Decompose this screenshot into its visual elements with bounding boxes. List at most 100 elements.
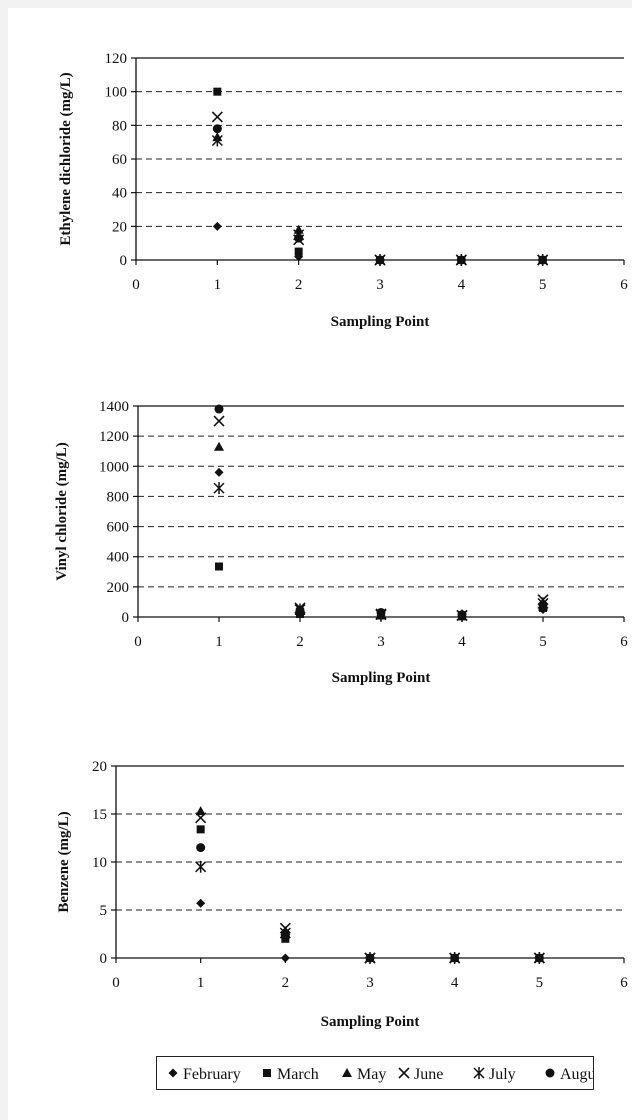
series-july <box>195 860 545 964</box>
data-point <box>215 562 223 571</box>
x-tick-label: 0 <box>132 277 140 293</box>
data-point <box>196 898 206 908</box>
x-tick-label: 4 <box>458 634 466 650</box>
x-tick-label: 3 <box>366 975 374 991</box>
data-point <box>294 247 303 256</box>
data-point <box>195 812 207 824</box>
x-tick-label: 2 <box>282 975 290 991</box>
y-tick-label: 80 <box>112 118 127 134</box>
data-point <box>213 87 222 96</box>
legend-label: May <box>357 1066 386 1083</box>
data-point <box>196 825 205 834</box>
series-march <box>196 825 544 962</box>
series-june <box>195 812 545 964</box>
legend-canvas: February March May June July August <box>168 1066 593 1083</box>
legend-marker <box>398 1067 410 1079</box>
chart-3: 0 5 10 15 20 0 1 2 3 4 5 6 Benzene (mg/L) Sampling Po… <box>56 759 628 1030</box>
figure-page: 0 20 40 60 80 100 120 0 1 2 3 4 5 6 Ethylene dichlorid… <box>8 8 632 1120</box>
x-axis-title: Sampling Point <box>321 1014 420 1030</box>
y-tick-label: 1000 <box>99 459 129 475</box>
x-axis-title: Sampling Point <box>332 670 431 686</box>
legend-entry-august: August <box>545 1066 593 1083</box>
x-tick-label: 0 <box>112 975 120 991</box>
legend-entry-may: May <box>342 1066 386 1083</box>
x-tick-label: 4 <box>451 975 459 991</box>
data-point <box>195 860 207 873</box>
data-point <box>450 953 460 963</box>
x-tick-label: 4 <box>458 277 466 293</box>
data-point <box>295 605 305 615</box>
series-july <box>213 482 549 622</box>
data-point <box>376 607 386 617</box>
y-tick-label: 400 <box>107 550 130 566</box>
data-point <box>534 953 544 963</box>
legend-entry-june: June <box>398 1066 443 1083</box>
y-tick-label: 10 <box>92 855 107 871</box>
data-point <box>365 953 375 963</box>
series-july <box>211 134 549 266</box>
x-tick-label: 5 <box>539 634 547 650</box>
y-axis-title: Ethylene dichloride (mg/L) <box>58 72 74 245</box>
x-tick-label: 2 <box>296 634 304 650</box>
series-august <box>196 843 544 963</box>
y-tick-label: 20 <box>112 219 127 235</box>
legend-label: July <box>489 1066 516 1083</box>
data-point <box>538 255 548 265</box>
legend-label: February <box>183 1066 241 1083</box>
data-point <box>214 441 224 451</box>
legend-entry-march: March <box>263 1066 319 1083</box>
y-tick-label: 20 <box>92 759 107 775</box>
data-point <box>212 124 222 134</box>
legend-label: August <box>560 1066 593 1083</box>
series-august <box>214 404 548 620</box>
data-point <box>213 482 225 495</box>
x-tick-label: 6 <box>620 975 628 991</box>
legend-entry-february: February <box>168 1066 241 1083</box>
x-tick-label: 6 <box>620 634 628 650</box>
series-march <box>213 87 547 264</box>
series-may <box>214 441 548 621</box>
legend: February March May June July August <box>156 1056 594 1090</box>
data-point <box>214 404 224 414</box>
x-tick-label: 3 <box>376 277 384 293</box>
data-point <box>214 467 224 477</box>
data-point <box>196 843 206 853</box>
legend-marker <box>342 1068 352 1077</box>
data-point <box>294 233 304 243</box>
y-tick-label: 600 <box>107 520 130 536</box>
series-august <box>212 124 548 265</box>
data-point <box>212 221 222 231</box>
y-axis-title: Benzene (mg/L) <box>56 811 72 912</box>
data-point <box>280 931 290 941</box>
data-point <box>280 953 290 963</box>
data-point <box>211 134 223 147</box>
series-june <box>211 111 549 266</box>
x-tick-label: 5 <box>536 975 544 991</box>
x-tick-label: 5 <box>539 277 547 293</box>
data-point <box>457 610 467 620</box>
y-tick-label: 60 <box>112 152 127 168</box>
y-tick-label: 200 <box>107 580 130 596</box>
chart-2: 0 200 400 600 800 1000 1200 1400 0 1 2 3 4 5 6 Vinyl ch… <box>54 399 628 686</box>
y-tick-label: 100 <box>105 85 128 101</box>
legend-label: March <box>277 1066 319 1083</box>
data-point <box>195 806 206 816</box>
series-may <box>195 806 545 962</box>
x-tick-label: 1 <box>197 975 205 991</box>
y-tick-label: 0 <box>122 610 130 626</box>
y-tick-label: 1400 <box>99 399 129 415</box>
chart-1: 0 20 40 60 80 100 120 0 1 2 3 4 5 6 Ethylene dichlorid… <box>58 51 628 330</box>
x-tick-label: 0 <box>134 634 142 650</box>
series-june <box>213 415 549 622</box>
y-tick-label: 5 <box>100 903 108 919</box>
series-february <box>214 467 548 621</box>
legend-entry-july: July <box>473 1066 516 1083</box>
legend-marker <box>545 1068 555 1078</box>
y-tick-label: 40 <box>112 186 127 202</box>
x-tick-label: 1 <box>215 634 223 650</box>
x-tick-label: 2 <box>295 277 303 293</box>
x-axis-title: Sampling Point <box>331 314 430 330</box>
legend-marker <box>263 1069 271 1077</box>
legend-label: June <box>414 1066 443 1083</box>
